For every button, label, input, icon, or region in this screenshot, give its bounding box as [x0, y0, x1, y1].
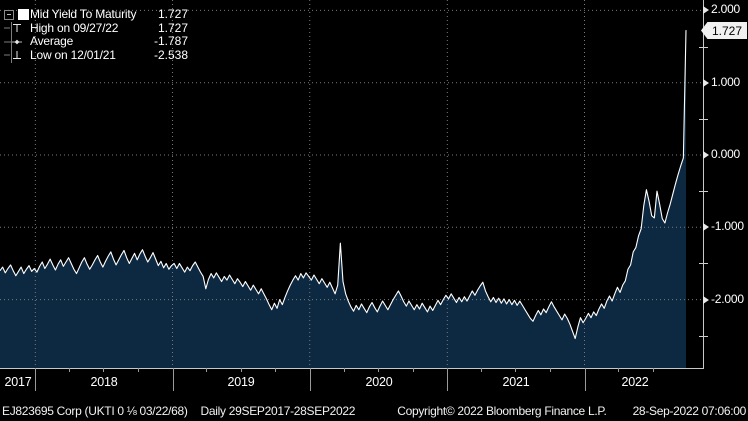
- x-axis-quarter-tick: [549, 368, 551, 372]
- last-value-badge: 1.727: [701, 22, 747, 39]
- chart-period: Daily 29SEP2017-28SEP2022: [200, 404, 356, 418]
- x-axis-year-label: 2017: [4, 375, 32, 389]
- price-chart-canvas[interactable]: [0, 0, 748, 398]
- status-bar: EJ823695 Corp (UKTI 0 ⅛ 03/22/68) Daily …: [0, 404, 748, 418]
- x-axis-year-separator: [172, 368, 174, 391]
- x-axis: 2017 2018 2019 2020 2021 2022: [0, 368, 748, 394]
- x-axis-quarter-tick: [515, 368, 517, 372]
- y-axis-label: 1.000: [711, 74, 741, 89]
- low-value: -2.538: [153, 47, 188, 62]
- x-axis-quarter-tick: [69, 368, 71, 372]
- copyright-text: Copyright© 2022 Bloomberg Finance L.P.: [397, 404, 607, 418]
- y-axis-label: 2.000: [711, 2, 741, 17]
- y-axis-minor-tick: [699, 47, 708, 48]
- legend-tree-line: [11, 22, 12, 63]
- series-swatch-icon: [18, 9, 29, 21]
- y-axis-label: -1.000: [711, 219, 744, 234]
- x-axis-quarter-tick: [412, 368, 414, 372]
- x-axis-quarter-tick: [240, 368, 242, 372]
- x-axis-year-separator: [584, 368, 586, 391]
- x-axis-quarter-tick: [103, 368, 105, 372]
- y-axis-minor-tick: [699, 336, 708, 337]
- y-axis-tick-arrow: [703, 6, 709, 15]
- legend-row-average[interactable]: Average -1.787: [4, 34, 188, 49]
- y-axis-minor-tick: [699, 119, 708, 120]
- security-description: EJ823695 Corp (UKTI 0 ⅛ 03/22/68): [2, 404, 188, 418]
- x-axis-year-separator: [309, 368, 311, 391]
- x-axis-year-separator: [35, 368, 37, 391]
- average-value: -1.787: [153, 34, 188, 48]
- high-marker-icon: [4, 22, 30, 34]
- low-marker-icon: [4, 49, 30, 61]
- collapse-icon[interactable]: [4, 9, 14, 20]
- y-axis-minor-tick: [699, 191, 708, 192]
- series-label: Mid Yield To Maturity: [30, 7, 137, 21]
- legend-row-low[interactable]: Low on 12/01/21 -2.538: [4, 47, 188, 63]
- high-value: 1.727: [157, 20, 188, 35]
- x-axis-quarter-tick: [618, 368, 620, 372]
- y-axis-tick-arrow: [703, 223, 709, 232]
- y-axis-tick-arrow: [703, 295, 709, 304]
- series-value: 1.727: [157, 7, 188, 21]
- legend-row-series[interactable]: Mid Yield To Maturity 1.727: [4, 7, 188, 22]
- y-axis-label: -2.000: [711, 291, 744, 306]
- x-axis-year-label: 2021: [502, 375, 530, 389]
- x-axis-quarter-tick: [343, 368, 345, 372]
- average-label: Average: [30, 34, 74, 48]
- x-axis-quarter-tick: [206, 368, 208, 372]
- x-axis-year-label: 2022: [621, 375, 649, 389]
- x-axis-quarter-tick: [481, 368, 483, 372]
- y-axis-tick-arrow: [703, 151, 709, 159]
- x-axis-quarter-tick: [378, 368, 380, 372]
- average-marker-icon: [4, 36, 30, 48]
- timestamp: 28-Sep-2022 07:06:00: [632, 404, 747, 418]
- chart-legend: Mid Yield To Maturity 1.727 High on 09/2…: [4, 7, 188, 63]
- x-axis-year-separator: [447, 368, 449, 391]
- legend-row-high[interactable]: High on 09/27/22 1.727: [4, 20, 188, 36]
- x-axis-quarter-tick: [275, 368, 277, 372]
- x-axis-quarter-tick: [652, 368, 654, 372]
- y-axis-label: 0.000: [711, 147, 741, 161]
- x-axis-quarter-tick: [138, 368, 139, 372]
- x-axis-year-label: 2019: [227, 375, 255, 389]
- y-axis-minor-tick: [699, 263, 708, 264]
- x-axis-year-label: 2018: [90, 375, 118, 389]
- low-label: Low on 12/01/21: [30, 47, 116, 62]
- y-axis-tick-arrow: [703, 78, 709, 87]
- x-axis-year-label: 2020: [365, 375, 393, 389]
- high-label: High on 09/27/22: [30, 20, 119, 35]
